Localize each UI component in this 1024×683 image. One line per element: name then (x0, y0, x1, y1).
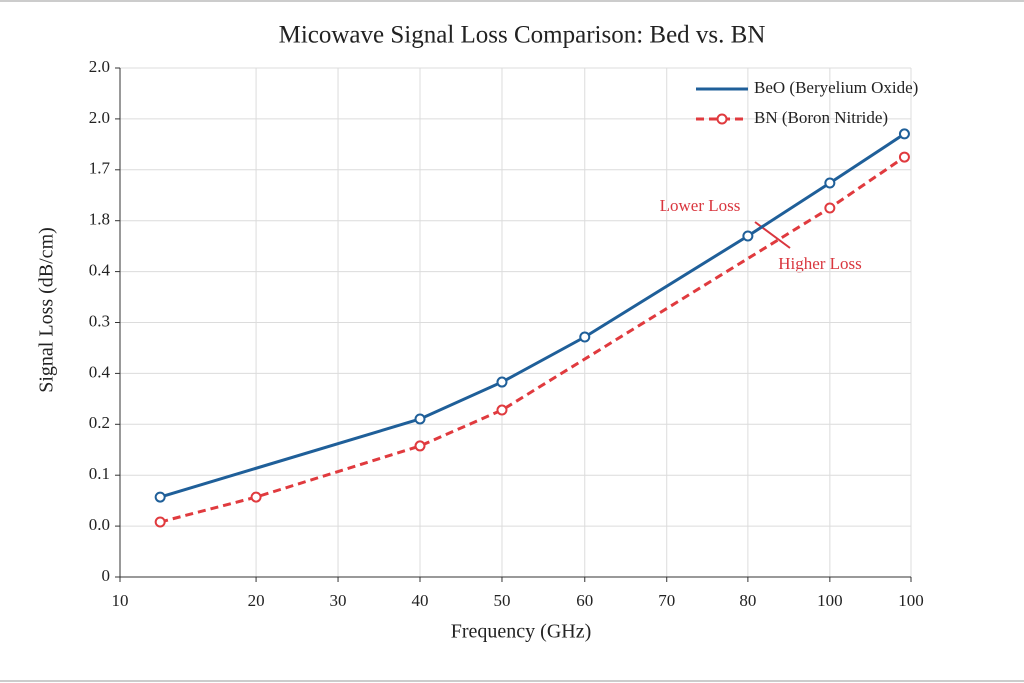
x-tick-label: 60 (576, 591, 593, 610)
point (898, 128, 910, 140)
legend-label: BeO (Beryelium Oxide) (754, 78, 918, 97)
y-axis-label: Signal Loss (dB/cm) (36, 227, 58, 393)
annotation: Lower Loss (660, 196, 741, 215)
x-tick-label: 40 (412, 591, 429, 610)
x-tick-label: 70 (658, 591, 675, 610)
series-line (159, 132, 906, 499)
point (496, 376, 508, 388)
point (414, 440, 426, 452)
x-tick-label: 10 (112, 591, 129, 610)
point (250, 491, 262, 503)
point (154, 516, 166, 528)
point (579, 331, 591, 343)
point (414, 413, 426, 425)
x-tick-label: 30 (330, 591, 347, 610)
y-tick-label: 1.7 (89, 159, 111, 178)
annotation: Higher Loss (778, 254, 862, 273)
x-tick-label: 100 (817, 591, 843, 610)
y-tick-label: 1.8 (89, 210, 110, 229)
point (898, 151, 910, 163)
y-tick-label: 0.3 (89, 311, 110, 330)
x-tick-label: 100 (898, 591, 924, 610)
x-tick-label: 80 (739, 591, 756, 610)
y-tick-label: 0.1 (89, 464, 110, 483)
chart-title: Micowave Signal Loss Comparison: Bed vs.… (279, 22, 766, 49)
x-tick-label: 20 (248, 591, 265, 610)
y-tick-label: 2.0 (89, 108, 110, 127)
y-tick-label: 0 (102, 566, 111, 585)
y-tick-label: 0.0 (89, 515, 110, 534)
point (496, 404, 508, 416)
y-tick-label: 0.2 (89, 413, 110, 432)
y-tick-label: 0.4 (89, 362, 111, 381)
x-axis-label: Frequency (GHz) (451, 621, 592, 643)
point (824, 177, 836, 189)
point (154, 491, 166, 503)
y-tick-label: 2.0 (89, 57, 110, 76)
point (824, 202, 836, 214)
point (742, 230, 754, 242)
legend-label: BN (Boron Nitride) (754, 108, 888, 127)
y-tick-label: 0.4 (89, 261, 111, 280)
legend-marker (716, 113, 728, 125)
x-tick-label: 50 (493, 591, 510, 610)
series-line (159, 155, 906, 524)
